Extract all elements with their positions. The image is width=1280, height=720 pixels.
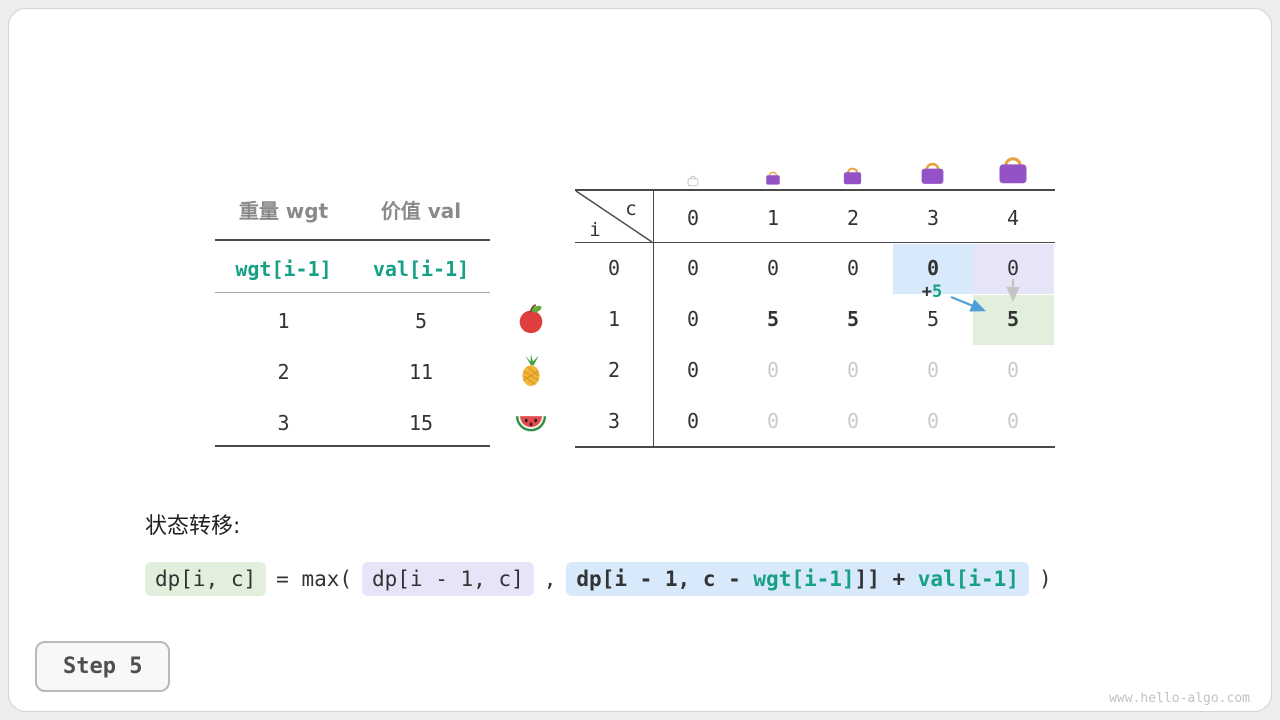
dp-corner-col-var: c: [625, 198, 637, 220]
dp-top-rule: [575, 189, 1055, 191]
dp-cell-1-3: 5: [926, 307, 940, 331]
dp-cell-0-0: 0: [686, 256, 700, 280]
annotation-value: 5: [932, 282, 943, 302]
dp-row-header-0: 0: [607, 256, 621, 280]
dp-col-header-4: 4: [1006, 206, 1020, 230]
transition-formula: dp[i, c] = max( dp[i - 1, c] , dp[i - 1,…: [145, 562, 1052, 596]
weights-row-1-weight: 2: [277, 360, 290, 384]
dp-cell-3-0: 0: [686, 409, 700, 433]
dp-cell-1-0: 0: [686, 307, 700, 331]
weights-header-weight: 重量 wgt: [238, 199, 329, 223]
dp-bottom-rule: [575, 446, 1055, 448]
weights-row-0-weight: 1: [277, 309, 290, 333]
dp-cell-2-2: 0: [846, 358, 860, 382]
dp-cell-0-1: 0: [766, 256, 780, 280]
dp-cell-2-4: 0: [1006, 358, 1020, 382]
dp-row-header-1: 1: [607, 307, 621, 331]
formula-term2-pill: dp[i - 1, c - wgt[i-1]]] + val[i-1]: [566, 562, 1029, 596]
dp-cell-3-1: 0: [766, 409, 780, 433]
dp-cell-3-2: 0: [846, 409, 860, 433]
bag-icon-capacity-3: [918, 157, 947, 190]
dp-row-header-2: 2: [607, 358, 621, 382]
bag-icon-capacity-1: [764, 168, 782, 190]
bag-icon-capacity-4: [995, 150, 1031, 190]
dp-cell-2-0: 0: [686, 358, 700, 382]
formula-term2-part-2: ]] +: [854, 567, 918, 591]
bag-icon-capacity-0: [686, 172, 700, 191]
dp-cell-3-4: 0: [1006, 409, 1020, 433]
apple-icon: [514, 302, 548, 340]
watermelon-icon: [514, 404, 548, 442]
dp-cell-0-2: 0: [846, 256, 860, 280]
weights-formula-rule: [215, 292, 490, 293]
weights-bottom-rule: [215, 445, 490, 447]
formula-close-paren: ): [1038, 567, 1052, 591]
watermark: www.hello-algo.com: [1109, 691, 1250, 706]
formula-lhs-pill: dp[i, c]: [145, 562, 267, 596]
dp-cell-1-1: 5: [766, 307, 780, 331]
dp-row-header-3: 3: [607, 409, 621, 433]
dp-cell-0-3: 0: [926, 256, 940, 280]
dp-corner-row-var: i: [589, 219, 601, 241]
dp-col-header-0: 0: [686, 206, 700, 230]
formula-term2-wgt: wgt[i-1]: [753, 567, 855, 591]
dp-cell-0-4: 0: [1006, 256, 1020, 280]
formula-term2-val: val[i-1]: [917, 567, 1019, 591]
weights-header-value: 价值 val: [380, 199, 462, 223]
pineapple-icon: [514, 353, 548, 391]
formula-equals-max: = max(: [276, 567, 353, 591]
weights-header-rule: [215, 239, 490, 241]
weights-formula-wgt: wgt[i-1]: [235, 257, 332, 281]
formula-term2-part-0: dp[i - 1, c -: [576, 567, 754, 591]
dp-cell-1-4: 5: [1006, 307, 1020, 331]
dp-cell-3-3: 0: [926, 409, 940, 433]
dp-col-header-3: 3: [926, 206, 940, 230]
annotation-plus-sign: +: [921, 282, 932, 302]
formula-term1-pill: dp[i - 1, c]: [362, 562, 534, 596]
weights-row-1-value: 11: [408, 360, 434, 384]
highlight-cell-target-green: [973, 295, 1054, 345]
dp-col-header-1: 1: [766, 206, 780, 230]
bag-icon-capacity-2: [841, 163, 864, 190]
dp-col-header-2: 2: [846, 206, 860, 230]
transition-value-annotation: +5: [908, 282, 956, 302]
dp-index-divider: [653, 189, 654, 447]
dp-cell-2-1: 0: [766, 358, 780, 382]
dp-cell-2-3: 0: [926, 358, 940, 382]
dp-header-rule: [575, 242, 1055, 243]
step-button[interactable]: Step 5: [35, 641, 171, 692]
weights-row-2-value: 15: [408, 411, 434, 435]
weights-formula-val: val[i-1]: [372, 257, 470, 281]
weights-row-2-weight: 3: [277, 411, 290, 435]
transition-label: 状态转移:: [145, 514, 241, 539]
dp-cell-1-2: 5: [846, 307, 860, 331]
formula-comma: ,: [543, 567, 557, 591]
weights-row-0-value: 5: [414, 309, 428, 333]
highlight-cell-source-blue: [893, 244, 973, 294]
